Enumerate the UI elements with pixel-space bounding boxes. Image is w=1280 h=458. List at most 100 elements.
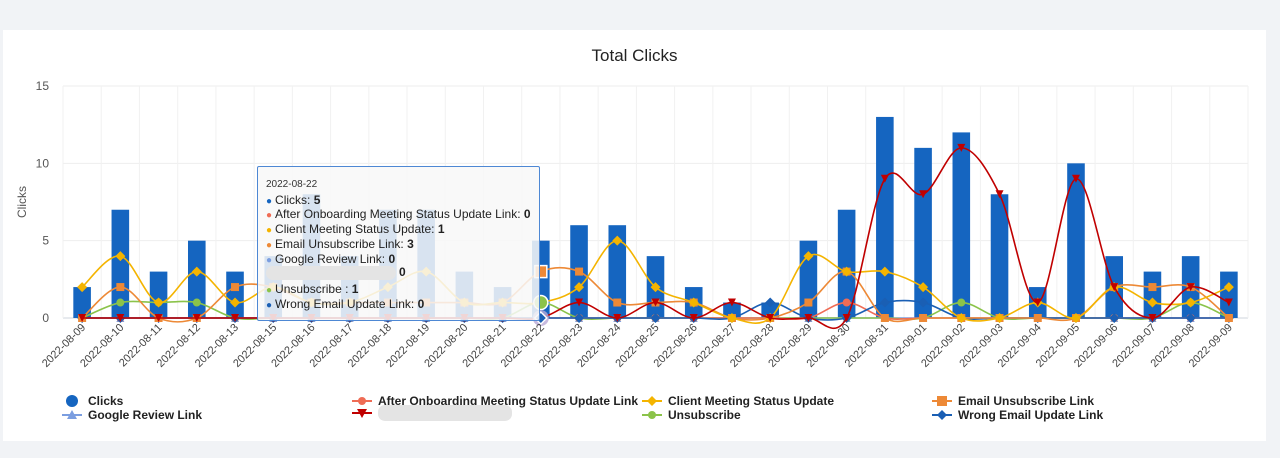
point	[995, 190, 1004, 199]
tooltip-value: 0	[399, 265, 406, 279]
legend-item-wrong-email[interactable]: Wrong Email Update Link	[932, 408, 1103, 422]
tooltip-dot: ●	[266, 255, 273, 266]
tooltip-dot: ●	[266, 225, 273, 236]
point	[613, 314, 622, 322]
point	[1223, 282, 1234, 293]
tooltip-label: Wrong Email Update Link:	[275, 297, 418, 311]
point	[77, 282, 88, 293]
tooltip-value: 1	[437, 222, 445, 236]
point	[231, 283, 240, 292]
tooltip-value: 0	[388, 252, 396, 266]
tooltip-label: Email Unsubscribe Link:	[275, 237, 408, 251]
bar	[837, 209, 856, 318]
point	[192, 314, 201, 322]
tooltip-row: 0	[266, 265, 406, 280]
chart-tooltip: 2022-08-22 ● Clicks: 5 ● After Onboarding …	[257, 166, 540, 321]
point	[1110, 283, 1119, 292]
bar	[723, 302, 741, 318]
point	[116, 283, 125, 292]
legend-item-after-onboarding[interactable]: After Onboarding Meeting Status Update L…	[352, 394, 638, 408]
point	[1033, 314, 1042, 322]
legend-marker-unsubscribe	[642, 408, 662, 422]
point	[880, 314, 889, 322]
bar	[1067, 163, 1085, 318]
legend-item-client-meeting[interactable]: Client Meeting Status Update	[642, 394, 834, 408]
point	[726, 313, 737, 323]
point	[612, 235, 623, 246]
tooltip-label: Clicks:	[275, 193, 314, 207]
bar	[608, 225, 627, 318]
point	[1070, 313, 1081, 323]
tooltip-value: 5	[313, 193, 321, 207]
point	[575, 267, 584, 276]
point	[957, 143, 966, 152]
point	[192, 298, 201, 307]
point	[153, 297, 164, 308]
legend-marker-client-meeting	[642, 394, 662, 408]
legend-marker-wrong-email	[932, 408, 952, 422]
point	[956, 313, 967, 323]
axes: 051015Clicks2022-08-092022-08-102022-08-…	[15, 79, 1235, 370]
tooltip-dot: ●	[266, 240, 273, 251]
bar	[876, 116, 894, 318]
y-tick-label: 0	[42, 311, 49, 325]
redacted-label	[378, 405, 512, 421]
legend-item-redacted[interactable]	[352, 405, 512, 421]
legend-label: Google Review Link	[88, 408, 203, 422]
tooltip-row: ● Client Meeting Status Update: 1	[266, 222, 445, 236]
legend-label: Wrong Email Update Link	[958, 408, 1104, 422]
line-series	[77, 143, 1234, 330]
tooltip-label: Unsubscribe :	[275, 282, 352, 296]
bar	[990, 194, 1009, 318]
legend-item-email-unsubscribe[interactable]: Email Unsubscribe Link	[932, 394, 1094, 408]
bar	[1220, 271, 1238, 318]
point	[613, 298, 622, 307]
y-tick-label: 15	[36, 79, 50, 93]
point	[842, 314, 851, 322]
point	[1185, 313, 1196, 323]
legend-marker-google-review	[62, 408, 82, 422]
point	[765, 297, 776, 308]
point	[1148, 283, 1157, 292]
legend-label: After Onboarding Meeting Status Update L…	[378, 394, 639, 408]
tooltip-dot: ●	[266, 210, 273, 221]
tooltip-value: 0	[417, 297, 425, 311]
tooltip-row: ● After Onboarding Meeting Status Update …	[266, 207, 531, 221]
point	[574, 282, 585, 293]
legend-item-unsubscribe[interactable]: Unsubscribe	[642, 408, 741, 422]
y-tick-label: 10	[36, 156, 50, 170]
tooltip-label: After Onboarding Meeting Status Update L…	[275, 207, 524, 221]
point	[116, 314, 125, 322]
bar	[952, 132, 971, 318]
bar	[1143, 271, 1162, 318]
legend-item-clicks[interactable]: Clicks	[62, 394, 123, 408]
point	[1186, 283, 1195, 292]
legend-label: Client Meeting Status Update	[668, 394, 835, 408]
point	[879, 266, 890, 277]
point	[727, 298, 736, 307]
point	[1148, 314, 1157, 322]
point	[880, 174, 889, 183]
legend-item-google-review[interactable]: Google Review Link	[62, 408, 202, 422]
y-axis-title: Clicks	[15, 186, 29, 218]
point	[1224, 314, 1233, 322]
chart-title: Total Clicks	[591, 46, 678, 65]
tooltip-label: Google Review Link:	[275, 252, 389, 266]
point	[918, 282, 929, 293]
tooltip-date: 2022-08-22	[266, 179, 318, 190]
point	[1033, 298, 1042, 307]
bar	[149, 271, 168, 318]
point	[1071, 174, 1080, 183]
point	[804, 298, 813, 307]
point	[1147, 297, 1158, 308]
point	[957, 298, 966, 307]
point	[842, 298, 851, 307]
point	[919, 190, 928, 199]
point	[1109, 313, 1120, 323]
tooltip-row: ● Wrong Email Update Link: 0	[266, 297, 424, 311]
point	[1224, 298, 1233, 307]
bar	[226, 271, 244, 318]
legend-label: Unsubscribe	[668, 408, 741, 422]
legend-label: Email Unsubscribe Link	[958, 394, 1095, 408]
